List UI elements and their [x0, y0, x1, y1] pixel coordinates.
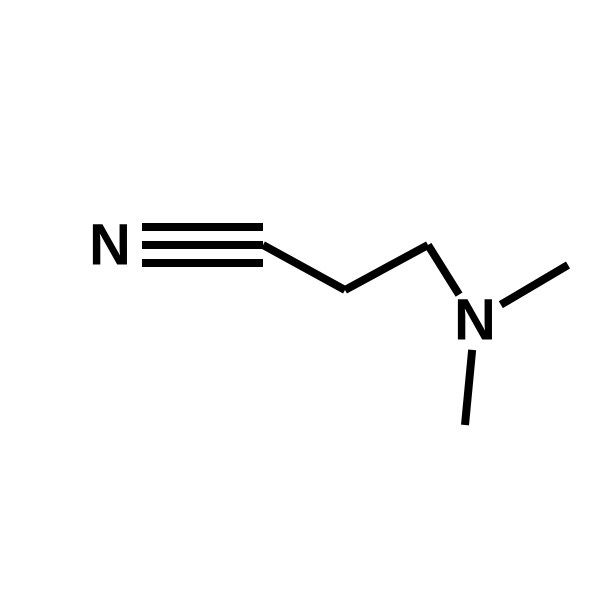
atom-label-N_nitrile: N [89, 213, 131, 278]
bond-line [345, 245, 428, 290]
molecule-diagram: NN [0, 0, 600, 600]
bond-line [263, 245, 345, 290]
bond-line [501, 265, 568, 305]
bond-line [465, 350, 472, 425]
atom-label-N_amine: N [454, 288, 496, 353]
